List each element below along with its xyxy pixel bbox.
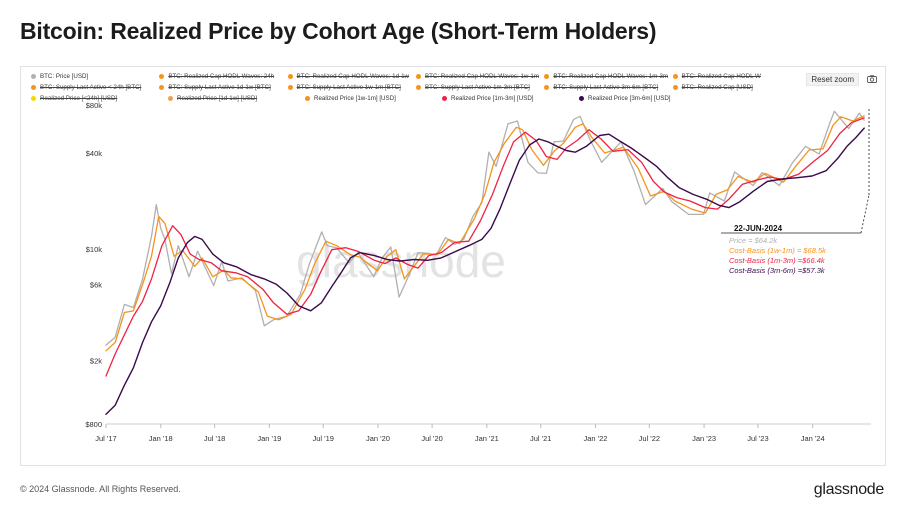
series-line-1 — [105, 115, 865, 352]
legend-swatch — [159, 74, 165, 79]
legend-swatch — [672, 74, 678, 79]
y-tick-label: $80k — [86, 101, 103, 110]
legend-item[interactable]: Realized Price [1w-1m] [USD] — [305, 93, 442, 104]
legend-label: BTC: Supply Last Active 1w-1m [BTC] — [296, 84, 401, 91]
legend-label: Realized Price [<24h] [USD] — [40, 95, 118, 102]
x-tick-label: Jul '17 — [95, 434, 116, 443]
legend-swatch — [31, 74, 36, 79]
y-tick-label: $10k — [86, 245, 103, 254]
y-tick-label: $2k — [90, 357, 102, 366]
legend-item[interactable]: Realized Price [<24h] [USD] — [31, 93, 168, 104]
x-tick-label: Jan '24 — [801, 434, 825, 443]
legend-swatch — [415, 85, 421, 90]
x-tick-label: Jul '20 — [421, 434, 442, 443]
legend-item[interactable]: BTC: Supply Last Active 1w-1m [BTC] — [287, 82, 416, 93]
x-tick-label: Jan '21 — [475, 434, 499, 443]
legend: BTC: Price [USD] BTC: Realized Cap HODL W… — [31, 71, 801, 104]
legend-label: Realized Price [1w-1m] [USD] — [314, 95, 396, 102]
legend-label: BTC: Supply Last Active 1d-1w [BTC] — [168, 84, 271, 91]
legend-swatch — [31, 85, 36, 90]
legend-row: BTC: Price [USD] BTC: Realized Cap HODL W… — [31, 71, 801, 82]
page-title: Bitcoin: Realized Price by Cohort Age (S… — [20, 18, 657, 44]
y-tick-label: $800 — [85, 420, 102, 429]
x-tick-label: Jan '20 — [366, 434, 390, 443]
legend-swatch — [287, 85, 293, 90]
legend-label: BTC: Realized Cap HODL Waves: 1m-3m — [553, 73, 669, 80]
annotation-date: 22-JUN-2024 — [734, 224, 783, 233]
series-line-0 — [105, 110, 865, 346]
camera-icon[interactable] — [867, 75, 877, 83]
legend-item[interactable]: BTC: Supply Last Active < 24h [BTC] — [31, 82, 159, 93]
legend-label: BTC: Price [USD] — [40, 73, 89, 80]
legend-swatch — [579, 96, 584, 101]
legend-swatch — [168, 96, 173, 101]
annotation-line: Price = $64.2k — [729, 236, 778, 245]
legend-label: Realized Price [1d-1w] [USD] — [177, 95, 258, 102]
legend-item[interactable]: BTC: Realized Cap HODL W — [672, 71, 801, 82]
legend-swatch — [305, 96, 310, 101]
legend-swatch — [159, 85, 165, 90]
legend-item[interactable]: BTC: Realized Cap HODL Waves: 1d-1w — [287, 71, 416, 82]
annotation-leader — [860, 194, 870, 234]
legend-label: BTC: Supply Last Active 3m-6m [BTC] — [553, 84, 659, 91]
legend-swatch — [415, 74, 421, 79]
legend-label: BTC: Realized Cap HODL Waves: 24h — [168, 73, 275, 80]
chart-frame: BTC: Price [USD] BTC: Realized Cap HODL W… — [20, 66, 886, 466]
legend-swatch — [31, 96, 36, 101]
x-tick-label: Jan '22 — [583, 434, 607, 443]
legend-item[interactable]: BTC: Price [USD] — [31, 71, 159, 82]
y-tick-label: $6k — [90, 280, 102, 289]
legend-swatch — [544, 74, 550, 79]
x-tick-label: Jan '18 — [149, 434, 173, 443]
series-line-3 — [105, 127, 865, 415]
legend-item[interactable]: BTC: Realized Cap HODL Waves: 1m-3m — [544, 71, 672, 82]
annotation-line: Cost-Basis (1w-1m) = $68.5k — [729, 246, 827, 255]
legend-item[interactable]: BTC: Supply Last Active 3m-6m [BTC] — [544, 82, 672, 93]
legend-label: BTC: Realized Cap HODL Waves: 1d-1w — [296, 73, 409, 80]
annotation-line: Cost-Basis (1m-3m) =$66.4k — [729, 256, 826, 265]
footer-copyright: © 2024 Glassnode. All Rights Reserved. — [20, 484, 181, 494]
legend-label: Realized Price [1m-3m] [USD] — [451, 95, 534, 102]
x-tick-label: Jan '19 — [257, 434, 281, 443]
x-tick-label: Jul '23 — [747, 434, 768, 443]
legend-label: Realized Price [3m-6m] [USD] — [588, 95, 671, 102]
legend-item[interactable]: BTC: Realized Cap [USD] — [672, 82, 801, 93]
x-tick-label: Jan '23 — [692, 434, 716, 443]
legend-item[interactable]: BTC: Realized Cap HODL Waves: 1w-1m — [415, 71, 544, 82]
legend-label: BTC: Supply Last Active < 24h [BTC] — [40, 84, 142, 91]
reset-zoom-button[interactable]: Reset zoom — [806, 73, 859, 86]
legend-label: BTC: Realized Cap HODL W — [681, 73, 761, 80]
legend-item[interactable]: Realized Price [3m-6m] [USD] — [579, 93, 716, 104]
legend-row: Realized Price [<24h] [USD] Realized Pric… — [31, 93, 801, 104]
x-tick-label: Jul '19 — [312, 434, 333, 443]
legend-label: BTC: Realized Cap HODL Waves: 1w-1m — [424, 73, 540, 80]
legend-item[interactable]: Realized Price [1m-3m] [USD] — [442, 93, 579, 104]
legend-item[interactable]: BTC: Supply Last Active 1m-3m [BTC] — [415, 82, 544, 93]
legend-swatch — [442, 96, 447, 101]
legend-item[interactable]: Realized Price [1d-1w] [USD] — [168, 93, 305, 104]
legend-label: BTC: Supply Last Active 1m-3m [BTC] — [424, 84, 530, 91]
annotation-line: Cost-Basis (3m-6m) =$57.3k — [729, 266, 826, 275]
legend-swatch — [544, 85, 550, 90]
legend-item[interactable]: BTC: Supply Last Active 1d-1w [BTC] — [159, 82, 287, 93]
x-tick-label: Jul '21 — [530, 434, 551, 443]
legend-swatch — [672, 85, 678, 90]
legend-item[interactable]: BTC: Realized Cap HODL Waves: 24h — [159, 71, 287, 82]
legend-swatch — [287, 74, 293, 79]
legend-label: BTC: Realized Cap [USD] — [681, 84, 753, 91]
legend-row: BTC: Supply Last Active < 24h [BTC] BTC: … — [31, 82, 801, 93]
brand-logo: glassnode — [813, 481, 885, 498]
y-tick-label: $40k — [86, 149, 103, 158]
x-tick-label: Jul '22 — [639, 434, 660, 443]
x-tick-label: Jul '18 — [204, 434, 225, 443]
